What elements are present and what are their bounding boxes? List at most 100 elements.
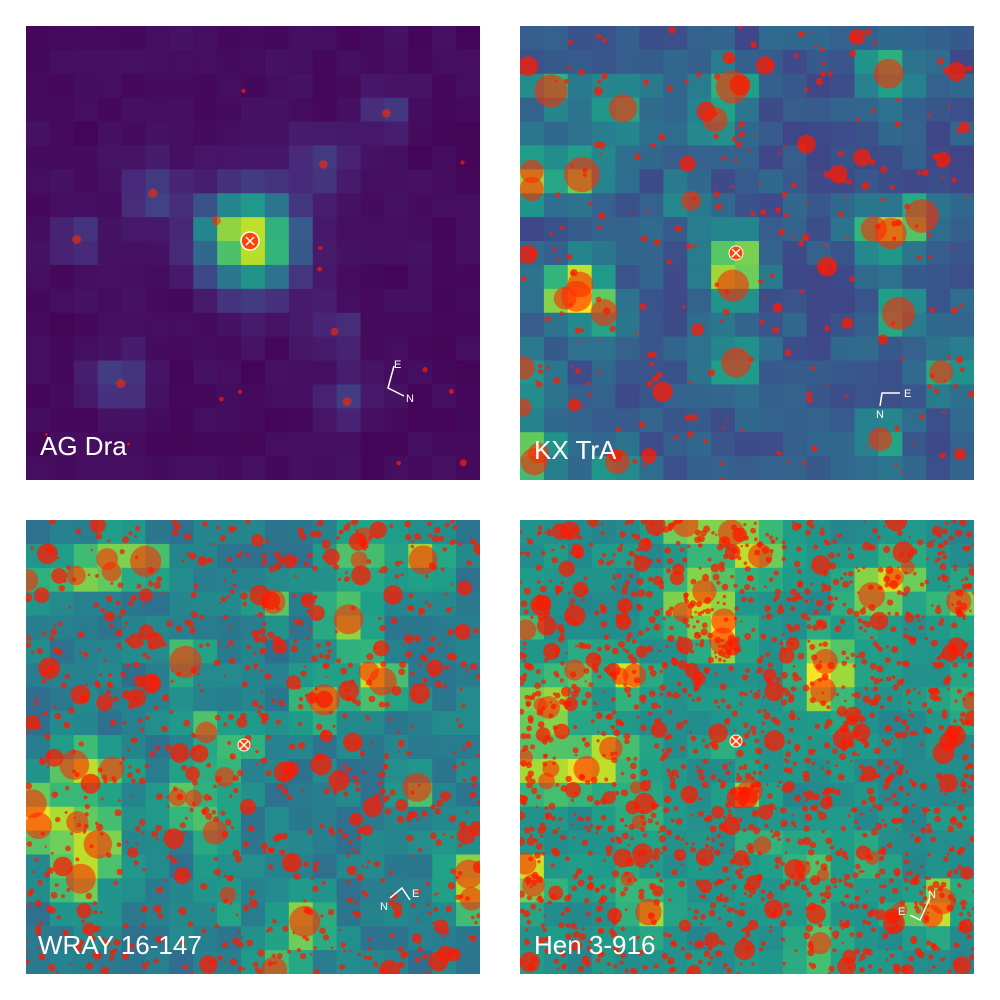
star <box>457 825 476 845</box>
star <box>570 598 576 604</box>
star <box>62 929 69 936</box>
star <box>587 850 593 856</box>
star <box>729 74 751 96</box>
star <box>347 896 354 903</box>
star <box>783 144 786 147</box>
star <box>229 902 233 905</box>
star <box>894 425 900 432</box>
pixel-image <box>26 26 480 480</box>
star <box>575 644 578 648</box>
star <box>666 85 673 92</box>
pixel <box>926 830 951 856</box>
star <box>719 842 725 847</box>
star <box>597 674 602 679</box>
star <box>641 448 657 464</box>
star <box>953 956 972 974</box>
star <box>552 761 556 766</box>
star <box>232 583 237 587</box>
star <box>216 525 220 530</box>
star <box>450 835 454 839</box>
star <box>943 540 949 546</box>
star <box>968 691 974 697</box>
pixel <box>288 360 314 386</box>
pixel <box>73 264 99 290</box>
star <box>694 529 701 536</box>
star <box>231 568 237 574</box>
star <box>338 928 342 932</box>
star <box>885 766 890 770</box>
star <box>722 896 729 903</box>
star <box>416 817 420 821</box>
pixel <box>687 902 712 927</box>
star <box>753 836 772 855</box>
star <box>180 795 184 798</box>
pixel <box>926 336 951 362</box>
star <box>737 873 744 880</box>
pixel <box>193 49 218 75</box>
star <box>953 568 957 572</box>
pixel <box>432 878 457 903</box>
star <box>947 104 951 109</box>
pixel <box>758 758 784 784</box>
pixel <box>902 241 927 266</box>
star <box>910 548 918 555</box>
star <box>121 690 132 700</box>
star <box>937 58 944 65</box>
star <box>350 551 368 569</box>
star <box>787 740 792 744</box>
star <box>917 619 921 623</box>
star <box>659 878 664 883</box>
star <box>841 927 844 930</box>
star <box>252 700 259 707</box>
star <box>367 955 373 961</box>
star <box>883 525 887 528</box>
star <box>949 246 952 250</box>
star <box>189 552 197 560</box>
star <box>721 427 725 430</box>
star <box>260 650 264 654</box>
pixel <box>830 408 856 433</box>
pixel <box>950 806 974 832</box>
pixel <box>806 360 832 386</box>
star <box>421 810 428 817</box>
star <box>540 923 546 928</box>
star <box>645 627 650 632</box>
star <box>729 761 732 765</box>
star <box>535 669 541 675</box>
star <box>726 906 733 913</box>
pixel <box>217 73 242 99</box>
pixel <box>97 49 123 75</box>
star <box>64 674 70 679</box>
star <box>711 805 725 819</box>
star <box>610 585 616 590</box>
star <box>665 645 669 649</box>
star <box>610 751 615 757</box>
star <box>642 965 648 970</box>
pixel <box>639 145 664 170</box>
star <box>822 641 828 647</box>
star <box>153 904 162 913</box>
pixel <box>567 336 593 362</box>
star <box>426 659 444 677</box>
star <box>71 749 77 755</box>
star <box>410 790 415 795</box>
pixel <box>312 950 338 974</box>
star <box>306 608 311 613</box>
star <box>640 724 647 731</box>
star <box>362 797 383 817</box>
star <box>128 703 135 710</box>
star <box>598 898 605 905</box>
star <box>318 653 324 659</box>
star <box>720 892 724 897</box>
star <box>956 688 962 694</box>
pixel <box>408 193 433 218</box>
star <box>956 589 964 597</box>
star <box>417 946 423 952</box>
star <box>702 573 710 582</box>
star-overlay <box>520 520 974 974</box>
star <box>703 438 708 444</box>
star <box>823 742 831 749</box>
star <box>898 552 904 558</box>
panel: E N KX TrA <box>520 26 974 480</box>
star <box>132 695 139 703</box>
